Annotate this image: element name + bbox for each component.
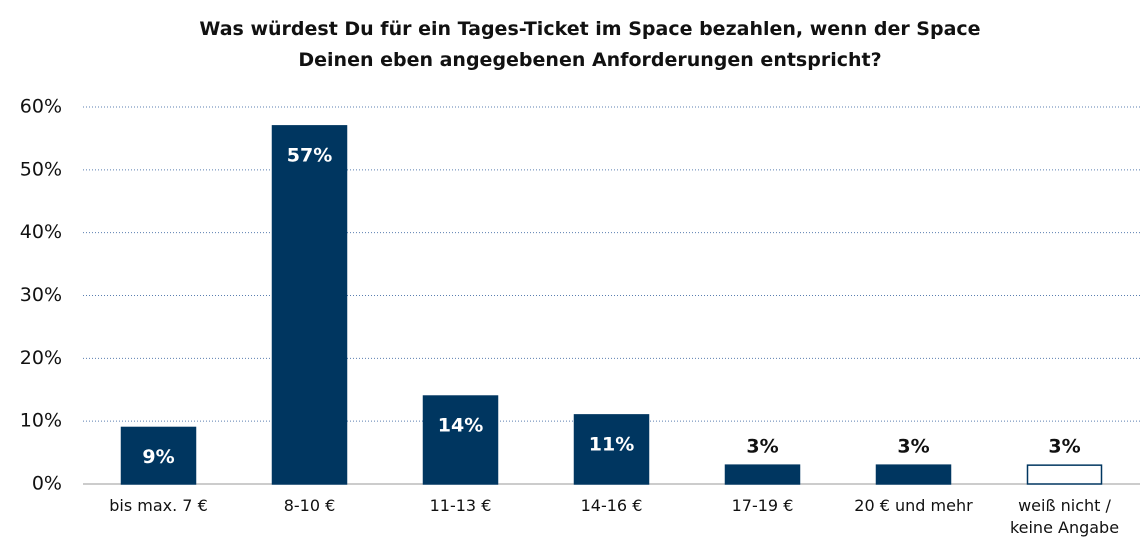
y-tick-label: 0% [32, 473, 62, 495]
value-label: 11% [589, 433, 634, 455]
bar [724, 464, 801, 485]
bar [422, 395, 499, 485]
value-label: 3% [897, 436, 929, 458]
value-label: 3% [1048, 436, 1080, 458]
y-tick-label: 50% [20, 158, 62, 180]
y-tick-label: 40% [20, 221, 62, 243]
y-tick-label: 10% [20, 410, 62, 432]
bar [271, 125, 348, 485]
y-tick-label: 20% [20, 347, 62, 369]
x-tick-label: 11-13 € [429, 496, 492, 515]
y-tick-label: 60% [20, 96, 62, 118]
x-tick-label: 20 € und mehr [854, 496, 973, 515]
bar [120, 426, 197, 485]
value-label: 9% [142, 446, 174, 468]
x-tick-label: bis max. 7 € [109, 496, 208, 515]
x-tick-label: 8-10 € [283, 496, 336, 515]
x-tick-label: 14-16 € [580, 496, 643, 515]
bar [1026, 464, 1103, 485]
chart-title: Was würdest Du für ein Tages-Ticket im S… [199, 18, 981, 71]
x-tick-label: 17-19 € [731, 496, 794, 515]
x-tick-label: weiß nicht / keine Angabe [1009, 496, 1120, 537]
y-tick-label: 30% [20, 284, 62, 306]
value-label: 14% [438, 415, 483, 437]
value-label: 3% [746, 436, 778, 458]
bar [573, 414, 650, 485]
bar [875, 464, 952, 485]
value-label: 57% [287, 144, 332, 166]
